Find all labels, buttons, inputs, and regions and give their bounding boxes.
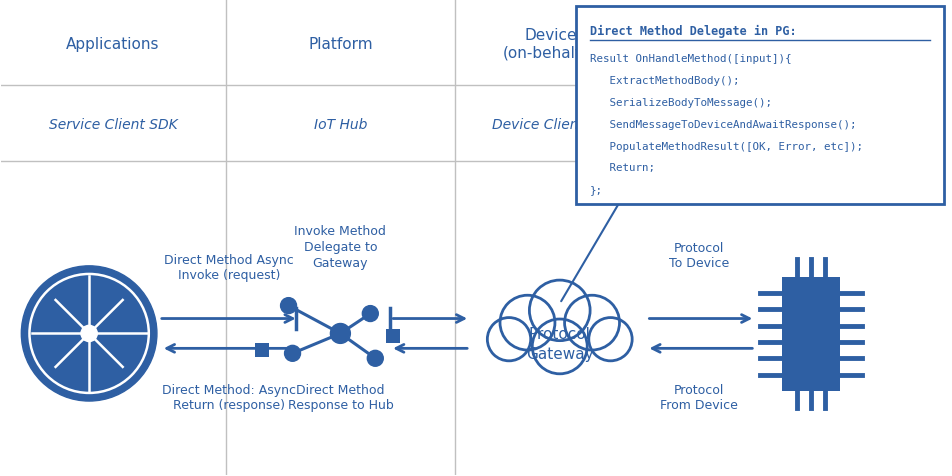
- Circle shape: [330, 324, 350, 344]
- Text: PopulateMethodResult([OK, Error, etc]);: PopulateMethodResult([OK, Error, etc]);: [589, 141, 863, 151]
- Text: Protocol
Gateway: Protocol Gateway: [526, 326, 593, 361]
- Bar: [387, 330, 400, 344]
- Text: Result OnHandleMethod([input]){: Result OnHandleMethod([input]){: [589, 54, 791, 64]
- Text: Platform: Platform: [308, 37, 373, 51]
- Text: Protocol
From Device: Protocol From Device: [661, 383, 739, 411]
- Circle shape: [21, 266, 157, 401]
- Circle shape: [363, 306, 378, 322]
- Circle shape: [281, 298, 296, 314]
- Text: Service Client SDK: Service Client SDK: [49, 118, 177, 131]
- Text: IoT Hub: IoT Hub: [314, 118, 367, 131]
- Circle shape: [532, 319, 587, 374]
- Text: Direct Method
Response to Hub: Direct Method Response to Hub: [288, 383, 393, 411]
- Circle shape: [81, 326, 97, 342]
- Circle shape: [367, 351, 384, 367]
- Bar: [783, 277, 840, 391]
- Text: SerializeBodyToMessage();: SerializeBodyToMessage();: [589, 98, 772, 108]
- Circle shape: [565, 296, 620, 350]
- Text: SendMessageToDeviceAndAwaitResponse();: SendMessageToDeviceAndAwaitResponse();: [589, 119, 856, 129]
- Text: Invoke Method
Delegate to
Gateway: Invoke Method Delegate to Gateway: [294, 224, 387, 269]
- Circle shape: [285, 346, 301, 361]
- Text: ExtractMethodBody();: ExtractMethodBody();: [589, 76, 739, 86]
- Bar: [254, 344, 268, 357]
- Text: };: };: [589, 185, 603, 195]
- Text: Direct Method Async
Invoke (request): Direct Method Async Invoke (request): [164, 253, 293, 281]
- Text: Devices
(on-behalf-of): Devices (on-behalf-of): [503, 28, 606, 60]
- Circle shape: [500, 296, 555, 350]
- Text: Protocol
To Device: Protocol To Device: [669, 241, 729, 269]
- Text: Direct Method Delegate in PG:: Direct Method Delegate in PG:: [589, 25, 796, 38]
- Text: Return;: Return;: [589, 163, 655, 173]
- Circle shape: [529, 280, 590, 341]
- FancyBboxPatch shape: [576, 7, 943, 205]
- Text: Applications: Applications: [67, 37, 160, 51]
- Text: Direct Method: Async
Return (response): Direct Method: Async Return (response): [162, 383, 296, 411]
- Circle shape: [487, 318, 530, 361]
- Text: Device Client SDK: Device Client SDK: [492, 118, 617, 131]
- Circle shape: [588, 318, 632, 361]
